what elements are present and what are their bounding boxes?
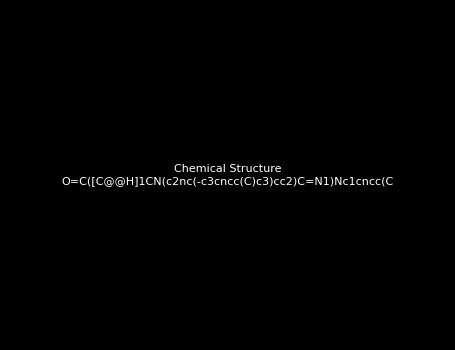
Text: Chemical Structure
O=C([C@@H]1CN(c2nc(-c3cncc(C)c3)cc2)C=N1)Nc1cncc(C: Chemical Structure O=C([C@@H]1CN(c2nc(-c… <box>61 164 394 186</box>
